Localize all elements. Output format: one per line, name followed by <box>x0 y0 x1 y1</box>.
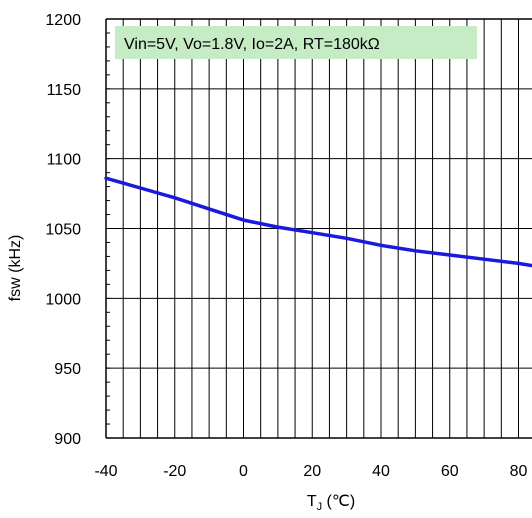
y-tick-label: 950 <box>54 361 81 378</box>
x-tick-label: -20 <box>163 463 186 480</box>
x-axis-label-subscript: J <box>317 501 323 513</box>
y-tick-label: 1150 <box>47 82 82 99</box>
x-tick-label: 0 <box>239 463 248 480</box>
x-axis-label: TJ (℃) <box>307 493 355 513</box>
y-axis-label: fsw (kHz) <box>7 235 24 302</box>
x-axis-label-unit: (℃) <box>322 493 355 510</box>
x-tick-labels: -40 -20 0 20 40 60 80 <box>94 463 527 480</box>
x-tick-label: 20 <box>303 463 321 480</box>
y-tick-label: 1000 <box>45 291 81 308</box>
x-axis-label-main: T <box>307 493 317 510</box>
x-tick-label: 40 <box>372 463 390 480</box>
series-layer <box>104 176 532 268</box>
series-line-1 <box>104 176 532 268</box>
y-tick-labels: 900 950 1000 1050 1100 1150 1200 <box>45 12 81 448</box>
x-tick-label: 60 <box>441 463 459 480</box>
x-tick-label: -40 <box>94 463 117 480</box>
y-tick-label: 900 <box>54 431 81 448</box>
annotation-box: Vin=5V, Vo=1.8V, Io=2A, RT=180kΩ <box>115 26 477 59</box>
y-tick-label: 1050 <box>45 222 81 239</box>
plot-frame <box>105 18 532 439</box>
y-tick-label: 1100 <box>47 152 82 169</box>
annotation-text: Vin=5V, Vo=1.8V, Io=2A, RT=180kΩ <box>124 36 380 53</box>
annotation-background <box>115 26 477 59</box>
grid <box>106 18 532 439</box>
y-tick-label: 1200 <box>45 12 81 29</box>
x-tick-label: 80 <box>510 463 528 480</box>
